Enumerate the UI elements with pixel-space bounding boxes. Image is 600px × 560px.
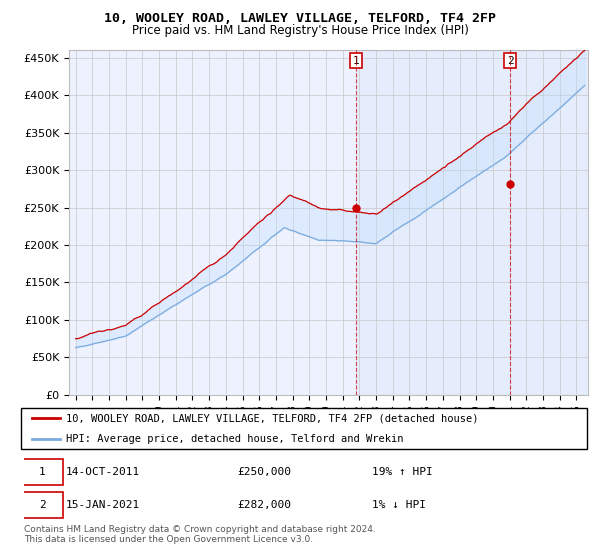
- Text: 19% ↑ HPI: 19% ↑ HPI: [372, 467, 433, 477]
- FancyBboxPatch shape: [21, 459, 63, 485]
- Text: 10, WOOLEY ROAD, LAWLEY VILLAGE, TELFORD, TF4 2FP (detached house): 10, WOOLEY ROAD, LAWLEY VILLAGE, TELFORD…: [66, 413, 479, 423]
- Text: Contains HM Land Registry data © Crown copyright and database right 2024.: Contains HM Land Registry data © Crown c…: [24, 525, 376, 534]
- Text: 2: 2: [507, 55, 514, 66]
- Text: 15-JAN-2021: 15-JAN-2021: [66, 500, 140, 510]
- Text: £250,000: £250,000: [237, 467, 291, 477]
- Text: £282,000: £282,000: [237, 500, 291, 510]
- Text: 10, WOOLEY ROAD, LAWLEY VILLAGE, TELFORD, TF4 2FP: 10, WOOLEY ROAD, LAWLEY VILLAGE, TELFORD…: [104, 12, 496, 25]
- Text: 1% ↓ HPI: 1% ↓ HPI: [372, 500, 426, 510]
- Bar: [356, 50, 586, 395]
- Text: 2: 2: [39, 500, 46, 510]
- Text: Price paid vs. HM Land Registry's House Price Index (HPI): Price paid vs. HM Land Registry's House …: [131, 24, 469, 37]
- FancyBboxPatch shape: [21, 408, 587, 449]
- Text: 14-OCT-2011: 14-OCT-2011: [66, 467, 140, 477]
- Text: 1: 1: [352, 55, 359, 66]
- Text: This data is licensed under the Open Government Licence v3.0.: This data is licensed under the Open Gov…: [24, 535, 313, 544]
- Text: 1: 1: [39, 467, 46, 477]
- Text: HPI: Average price, detached house, Telford and Wrekin: HPI: Average price, detached house, Telf…: [66, 433, 404, 444]
- FancyBboxPatch shape: [21, 492, 63, 518]
